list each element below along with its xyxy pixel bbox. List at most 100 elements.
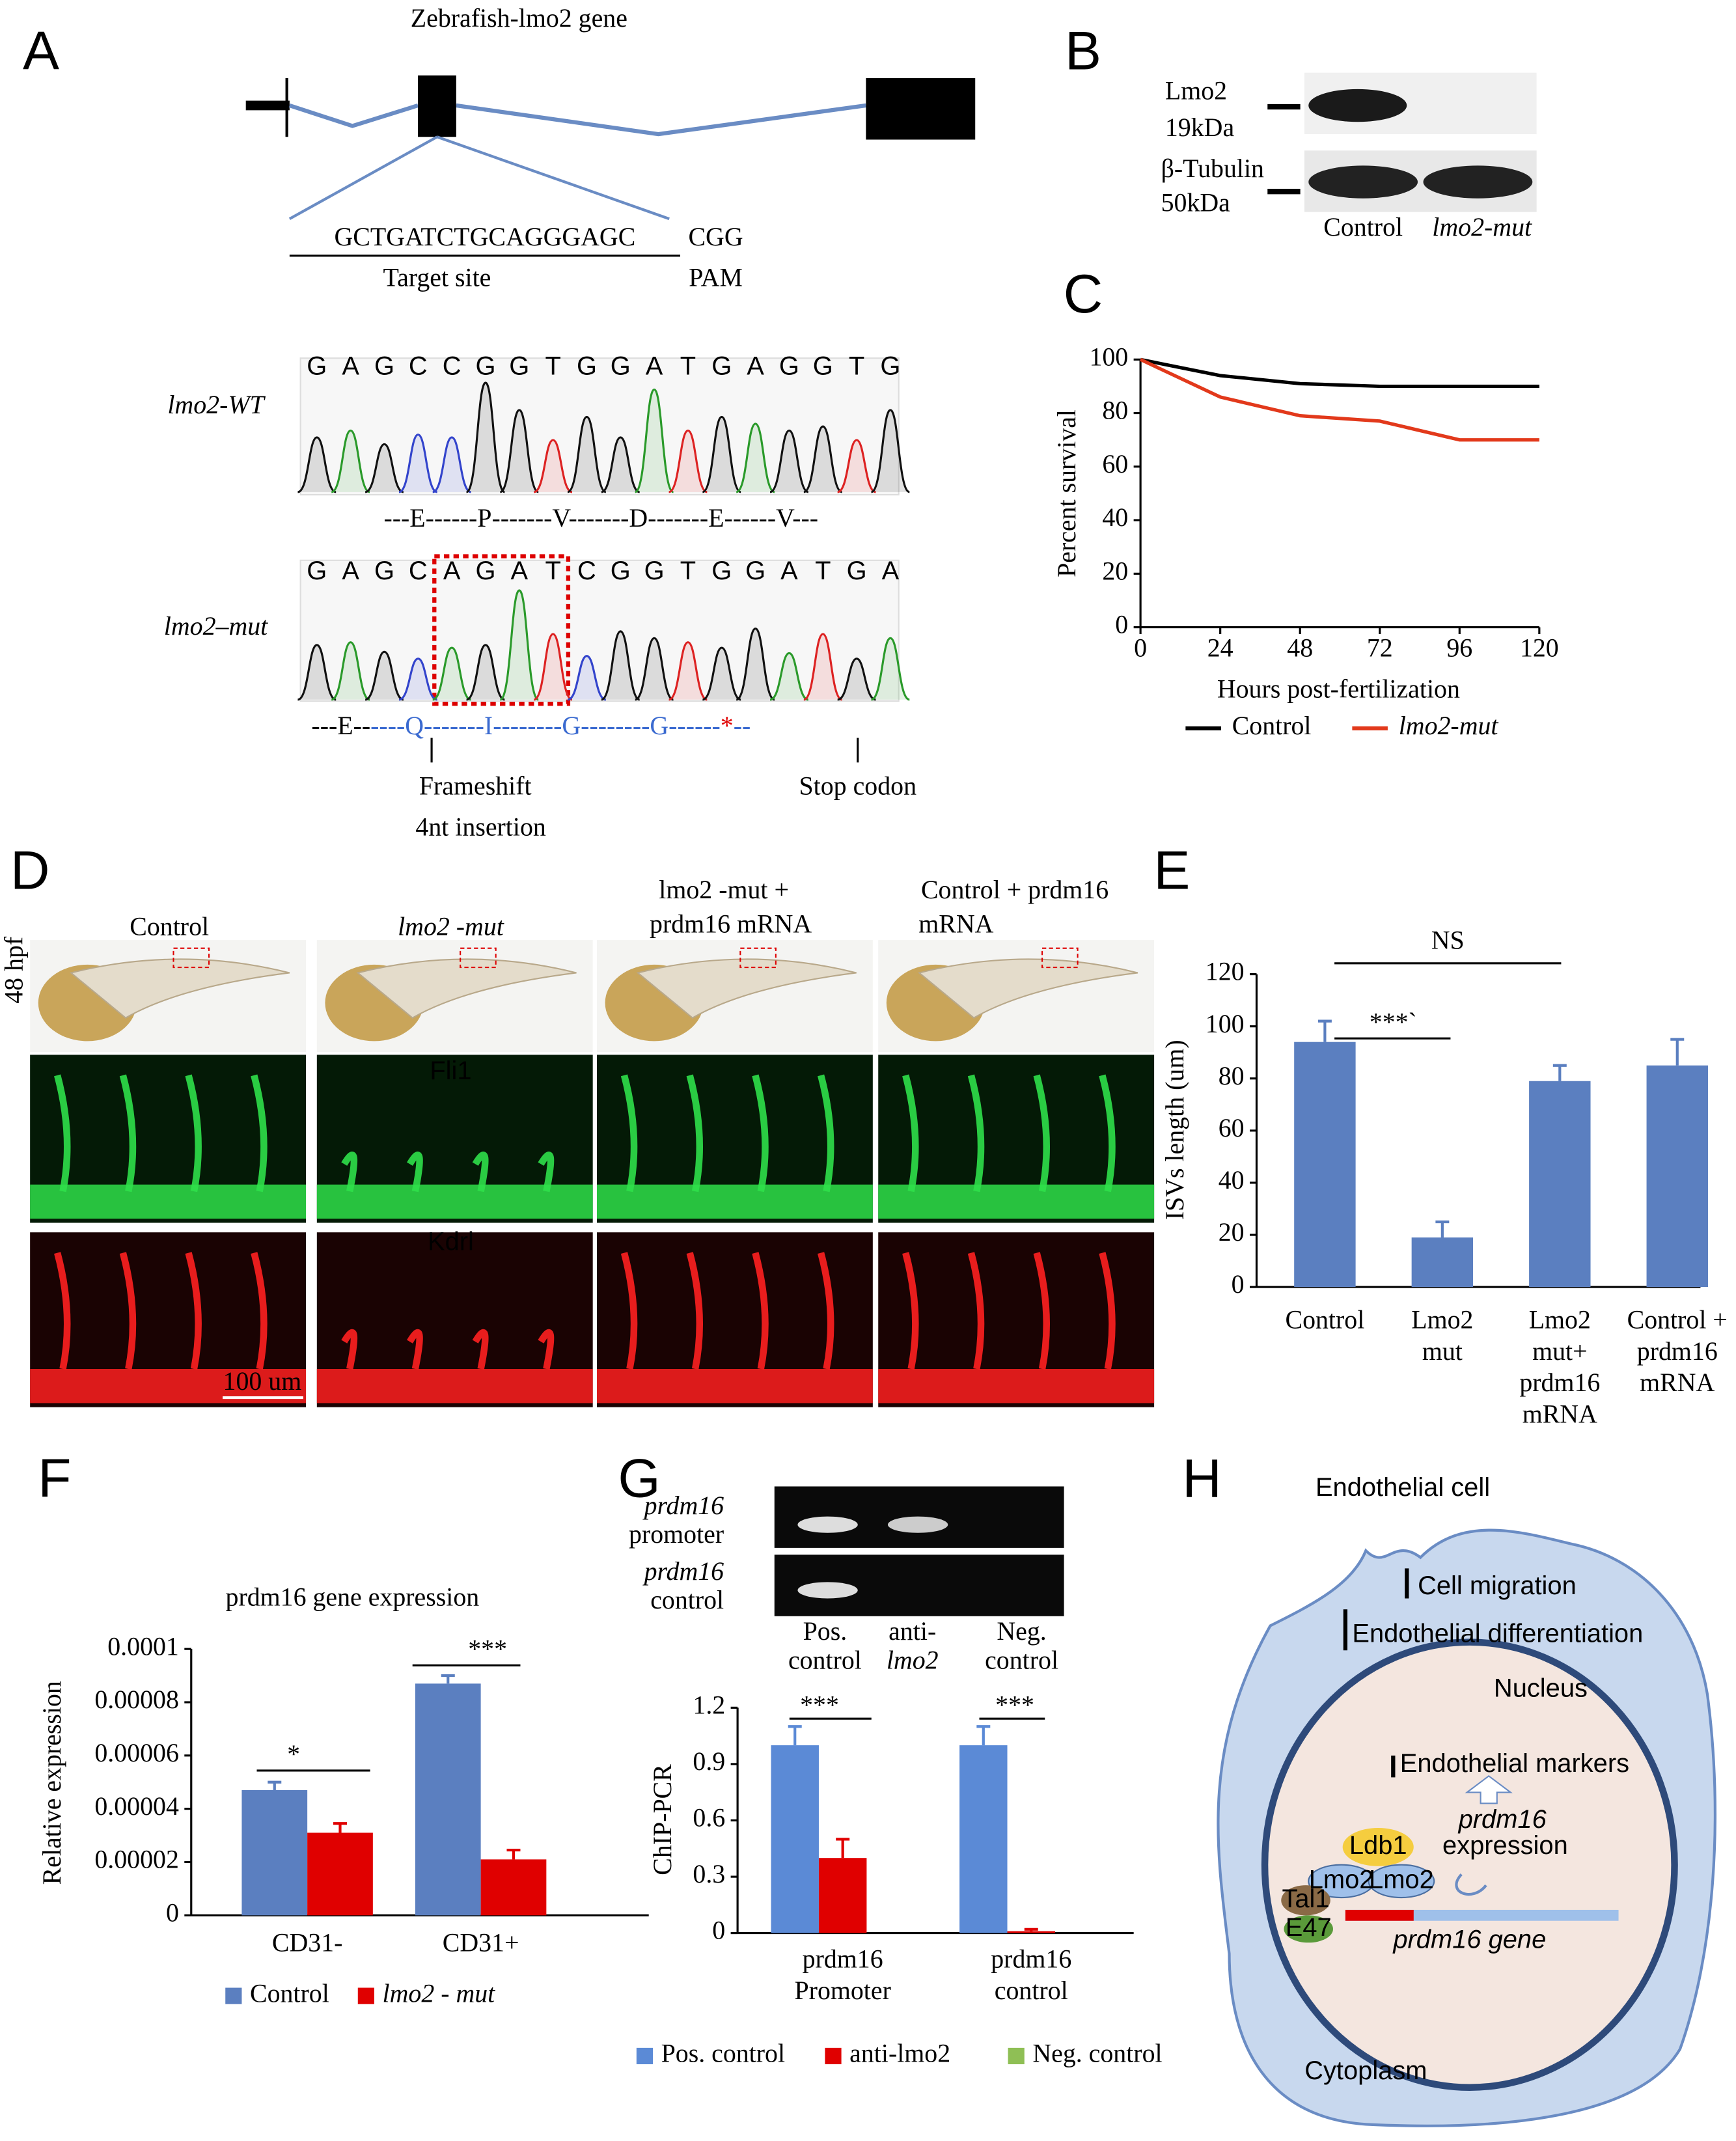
base: G: [880, 352, 900, 380]
base: A: [747, 352, 764, 380]
panel-letter: F: [38, 1447, 71, 1508]
isv: [251, 1252, 268, 1370]
isv: [341, 1329, 358, 1370]
x-tick-label: 72: [1367, 633, 1393, 662]
y-tick-label: 20: [1102, 556, 1128, 585]
legend-swatch: [357, 1987, 374, 2004]
base: C: [443, 352, 462, 380]
legend-swatch: [1008, 2047, 1025, 2065]
peak: [398, 657, 438, 701]
y-tick-label: 80: [1102, 396, 1128, 425]
base: G: [711, 352, 732, 380]
category-label: Lmo2 mut: [1411, 1305, 1473, 1366]
panel-letter: A: [23, 20, 59, 81]
label: Lmo2: [1369, 1865, 1434, 1894]
embryo-tail: [356, 958, 577, 1019]
isv: [472, 1152, 489, 1193]
label: Stop codon: [799, 771, 917, 800]
label: prdm16: [642, 1556, 724, 1586]
y-tick-label: 60: [1219, 1113, 1245, 1142]
y-tick-label: 0.00008: [94, 1685, 179, 1714]
legend-label: lmo2 - mut: [383, 1978, 496, 2008]
exon: [866, 78, 976, 140]
peak: [533, 439, 573, 493]
base: G: [644, 557, 665, 585]
legend-label: Neg. control: [1032, 2039, 1162, 2068]
vessel: [316, 1368, 593, 1403]
category-label: Control + prdm16 mRNA: [1627, 1305, 1728, 1398]
isv: [752, 1252, 769, 1370]
isv: [54, 1252, 71, 1370]
gel-band: [797, 1582, 858, 1599]
roi: [739, 947, 777, 969]
isv: [538, 1152, 555, 1193]
embryo-tail: [917, 958, 1138, 1019]
peak: [769, 652, 809, 701]
tal1: [1281, 1885, 1330, 1916]
base: G: [779, 352, 799, 380]
base: G: [374, 352, 394, 380]
label: lmo2-WT: [167, 390, 266, 419]
peak: [365, 650, 404, 701]
band: [1423, 165, 1533, 199]
base: G: [307, 352, 327, 380]
label: GCTGATCTGCAGGGAGC: [334, 222, 635, 251]
y-axis-label: Relative expression: [37, 1681, 66, 1885]
lmo2: [1368, 1864, 1435, 1899]
base: G: [374, 557, 394, 585]
label: Fli1: [430, 1057, 471, 1085]
bar: [1411, 1237, 1474, 1288]
y-tick-label: 0.3: [693, 1859, 725, 1888]
label: Kdrl: [428, 1227, 474, 1256]
base: G: [475, 352, 495, 380]
isv: [407, 1329, 423, 1370]
zoom-line: [288, 135, 438, 221]
isv: [341, 1152, 358, 1193]
base: T: [815, 557, 831, 585]
label: Endothelial differentiation: [1352, 1620, 1643, 1648]
y-tick-label: 120: [1206, 957, 1245, 986]
peak: [331, 429, 370, 493]
y-tick-label: 0.00002: [94, 1845, 179, 1874]
arrow: [1465, 1775, 1513, 1804]
isv: [818, 1252, 834, 1370]
base: G: [577, 352, 597, 380]
label: prdm16 mRNA: [650, 909, 812, 938]
peak: [499, 409, 539, 493]
label: ---E------P-------V-------D-------E-----…: [383, 503, 818, 532]
panel-letter: B: [1065, 20, 1101, 81]
base: A: [510, 557, 528, 585]
peak: [803, 633, 843, 701]
base: A: [882, 557, 900, 585]
label: lmo2–mut: [164, 611, 268, 641]
chart-title: prdm16 gene expression: [226, 1582, 480, 1612]
isv: [967, 1074, 985, 1193]
significance: ***: [995, 1691, 1034, 1720]
y-axis-label: Percent survival: [1052, 409, 1081, 577]
y-tick-label: 0.6: [693, 1803, 725, 1832]
label: lmo2 -mut +: [659, 875, 789, 904]
category-label: CD31+: [443, 1928, 519, 1957]
isv: [1099, 1074, 1116, 1193]
peak: [533, 633, 573, 701]
label: Control: [130, 911, 209, 941]
x-axis-label: Hours post-fertilization: [1217, 674, 1460, 703]
label: Cell migration: [1418, 1571, 1577, 1600]
ldb1: [1342, 1828, 1414, 1866]
y-tick-label: 1.2: [693, 1691, 725, 1720]
peak: [601, 436, 641, 493]
peak: [432, 646, 472, 701]
peak: [297, 436, 337, 493]
peak: [837, 439, 877, 493]
base: A: [342, 557, 359, 585]
e47: [1284, 1915, 1333, 1943]
vessel: [596, 1368, 873, 1403]
label: lmo2: [887, 1645, 939, 1674]
gel-band: [797, 1516, 858, 1533]
peak: [870, 637, 910, 701]
embryo-tail: [636, 958, 857, 1019]
label: PAM: [689, 263, 743, 292]
label: Nucleus: [1494, 1674, 1588, 1703]
base: A: [443, 557, 461, 585]
